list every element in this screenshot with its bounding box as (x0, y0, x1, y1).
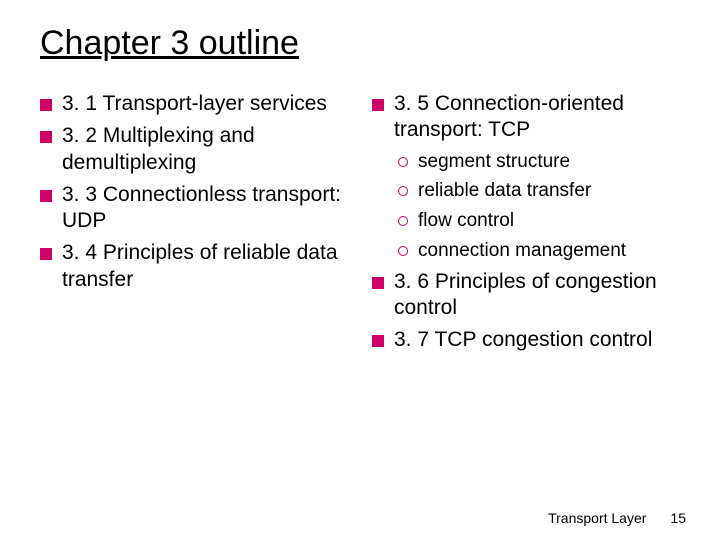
item-text: 3. 2 Multiplexing and demultiplexing (62, 123, 348, 176)
sub-item-text: flow control (418, 209, 514, 233)
circle-bullet-icon (398, 246, 408, 256)
list-item: 3. 2 Multiplexing and demultiplexing (40, 123, 348, 176)
list-item: 3. 7 TCP congestion control (372, 327, 680, 353)
sub-item-text: segment structure (418, 150, 570, 174)
list-item: 3. 6 Principles of congestion control (372, 269, 680, 322)
item-text: 3. 7 TCP congestion control (394, 327, 652, 353)
page-number: 15 (670, 510, 686, 526)
item-text: 3. 1 Transport-layer services (62, 91, 327, 117)
sub-list-item: segment structure (398, 150, 680, 174)
sub-list-item: connection management (398, 239, 680, 263)
circle-bullet-icon (398, 157, 408, 167)
list-item: 3. 3 Connectionless transport: UDP (40, 182, 348, 235)
item-text: 3. 3 Connectionless transport: UDP (62, 182, 348, 235)
item-text: 3. 6 Principles of congestion control (394, 269, 680, 322)
square-bullet-icon (372, 277, 384, 289)
square-bullet-icon (40, 99, 52, 111)
square-bullet-icon (372, 99, 384, 111)
content-columns: 3. 1 Transport-layer services 3. 2 Multi… (40, 91, 680, 359)
sub-list-item: flow control (398, 209, 680, 233)
circle-bullet-icon (398, 216, 408, 226)
right-column: 3. 5 Connection-oriented transport: TCP … (372, 91, 680, 359)
square-bullet-icon (40, 131, 52, 143)
sub-list-item: reliable data transfer (398, 179, 680, 203)
list-item: 3. 5 Connection-oriented transport: TCP (372, 91, 680, 144)
left-column: 3. 1 Transport-layer services 3. 2 Multi… (40, 91, 348, 359)
footer-label: Transport Layer (548, 510, 646, 526)
sub-list: segment structure reliable data transfer… (372, 150, 680, 263)
list-item: 3. 4 Principles of reliable data transfe… (40, 240, 348, 293)
square-bullet-icon (40, 248, 52, 260)
sub-item-text: reliable data transfer (418, 179, 591, 203)
item-text: 3. 4 Principles of reliable data transfe… (62, 240, 348, 293)
circle-bullet-icon (398, 186, 408, 196)
slide-title: Chapter 3 outline (40, 24, 680, 63)
sub-item-text: connection management (418, 239, 626, 263)
list-item: 3. 1 Transport-layer services (40, 91, 348, 117)
square-bullet-icon (40, 190, 52, 202)
slide-footer: Transport Layer 15 (548, 510, 686, 526)
item-text: 3. 5 Connection-oriented transport: TCP (394, 91, 680, 144)
square-bullet-icon (372, 335, 384, 347)
